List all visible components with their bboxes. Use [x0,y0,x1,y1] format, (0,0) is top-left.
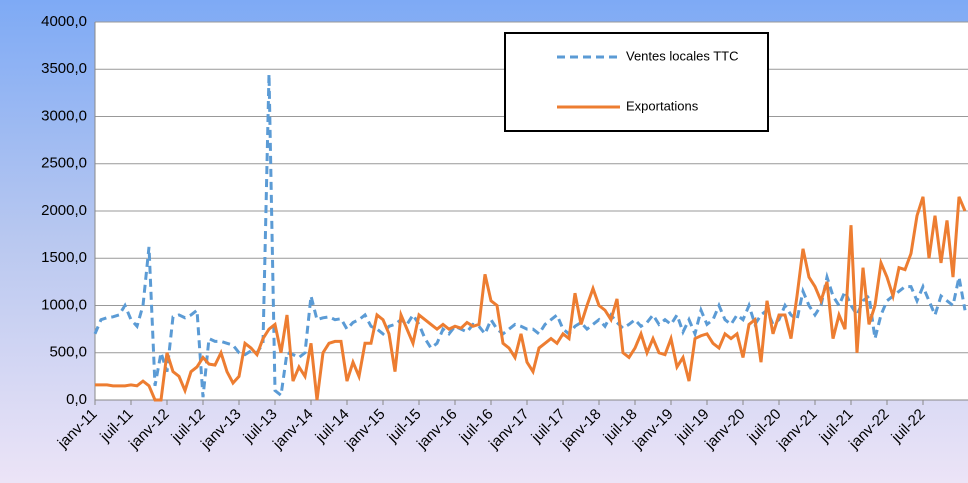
y-tick-label: 0,0 [66,391,87,408]
legend-label: Exportations [626,98,699,113]
y-tick-label: 2500,0 [41,155,87,172]
legend-box [504,32,769,132]
y-tick-label: 3000,0 [41,107,87,124]
series-line [95,196,967,402]
y-tick-label: 4000,0 [41,13,87,30]
y-tick-label: 500,0 [49,344,87,361]
y-tick-label: 2000,0 [41,202,87,219]
y-tick-label: 3500,0 [41,60,87,77]
legend-label: Ventes locales TTC [626,48,738,63]
y-tick-label: 1000,0 [41,296,87,313]
y-tick-label: 1500,0 [41,249,87,266]
